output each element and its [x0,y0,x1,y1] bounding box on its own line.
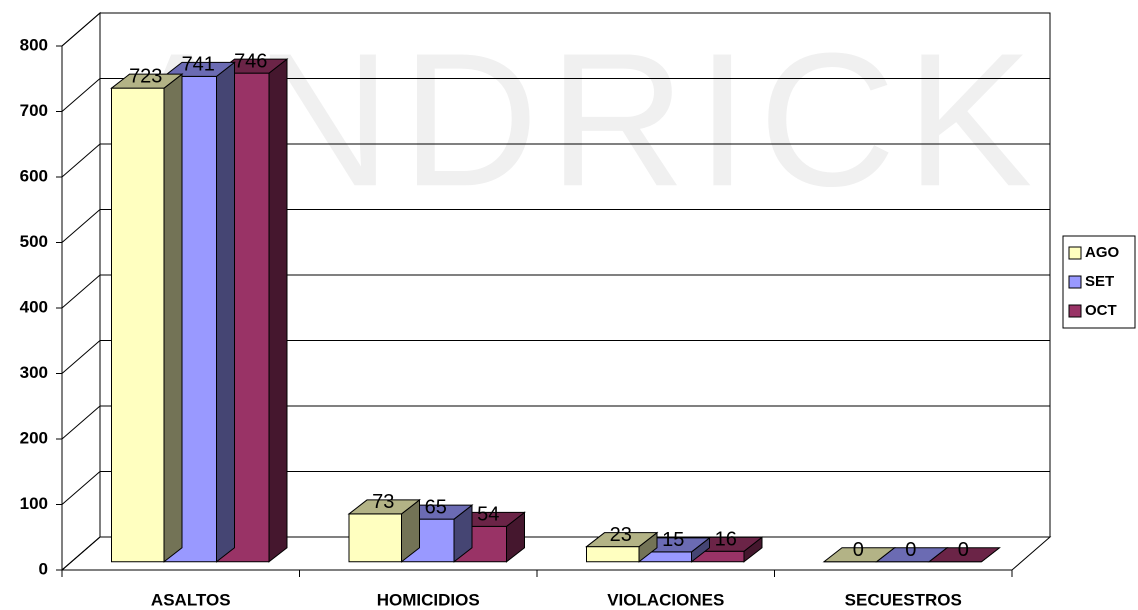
value-label: 0 [853,539,864,561]
grid-line [61,12,101,47]
x-tick-label: VIOLACIONES [607,590,724,609]
bar [585,531,659,563]
grid-line [61,78,101,112]
y-tick-label: 100 [20,494,48,513]
bar [927,547,1001,563]
legend-swatch [1068,275,1082,289]
legend-label: OCT [1085,302,1117,319]
value-label: 723 [129,65,162,87]
value-label: 746 [234,50,267,72]
bar [875,547,949,563]
y-tick-label: 300 [20,363,48,382]
grid-line [61,274,101,309]
bar-side [216,61,235,563]
value-label: 23 [610,524,632,546]
legend-swatch [1068,246,1082,260]
value-label: 0 [958,539,969,561]
grid-line [61,405,101,440]
bar-top [822,547,896,563]
grid-line [61,340,101,374]
legend-swatch [1068,304,1082,318]
value-label: 15 [662,529,684,551]
y-tick-label: 600 [20,166,48,185]
x-tick-label: HOMICIDIOS [377,590,480,609]
bar-front [111,87,165,563]
x-tick-label: SECUESTROS [845,590,962,609]
grid-line [61,209,101,243]
value-label: 741 [182,54,215,76]
y-tick-label: 700 [20,101,48,120]
y-tick-label: 0 [39,559,48,578]
bar-side [268,58,288,563]
value-label: 54 [477,504,499,526]
bar [347,498,421,563]
grid-line [61,536,101,571]
bar [110,73,184,563]
bar-side [163,73,183,563]
y-tick-label: 500 [20,232,48,251]
bar-front [348,513,402,563]
bar [822,547,896,563]
bar-top [585,532,659,548]
y-tick-label: 800 [20,35,48,54]
bar-top [347,499,421,515]
legend-label: AGO [1085,244,1120,261]
grid-line [61,471,101,505]
bar-top [162,61,236,77]
bar-top [110,73,184,89]
grid-line [61,143,101,178]
y-tick-label: 200 [20,428,48,447]
bar [637,536,711,563]
bar-front [586,546,640,563]
y-tick-label: 400 [20,297,48,316]
x-tick-label: ASALTOS [151,590,231,609]
value-label: 16 [715,529,737,551]
value-label: 0 [905,539,916,561]
value-label: 65 [425,496,447,518]
value-label: 73 [372,491,394,513]
legend-label: SET [1085,273,1114,290]
